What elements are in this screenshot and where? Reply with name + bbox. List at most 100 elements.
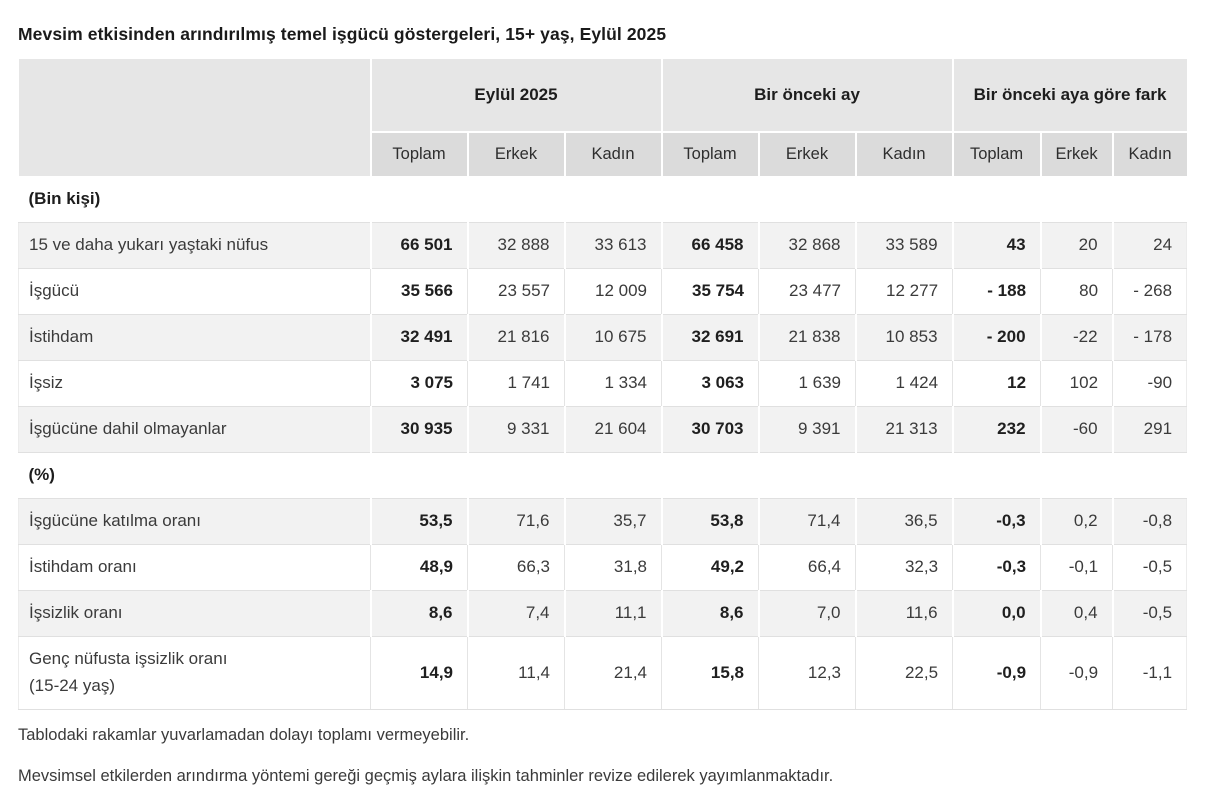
- value-cell: -1,1: [1112, 636, 1188, 710]
- footnotes: Tablodaki rakamlar yuvarlamadan dolayı t…: [18, 724, 1198, 788]
- section-row: (%): [18, 452, 1187, 499]
- value-cell: 80: [1040, 268, 1113, 315]
- value-cell: 21 838: [757, 314, 856, 361]
- table-body: (Bin kişi) 15 ve daha yukarı yaştaki nüfu…: [18, 176, 1188, 710]
- value-cell: - 268: [1112, 268, 1188, 315]
- labor-force-table: Eylül 2025 Bir önceki ay Bir önceki aya …: [18, 59, 1188, 710]
- value-cell: 12,3: [758, 636, 856, 710]
- column-group-row: Eylül 2025 Bir önceki ay Bir önceki aya …: [18, 59, 1187, 176]
- value-cell: 71,6: [466, 498, 565, 545]
- row-label: 15 ve daha yukarı yaştaki nüfus: [18, 222, 371, 269]
- value-cell: 30 703: [660, 406, 759, 453]
- subheader-kadin: Kadın: [1111, 132, 1187, 176]
- value-cell: 71,4: [757, 498, 856, 545]
- row-label: İşsiz: [18, 360, 371, 407]
- table-row: İstihdam oranı 48,9 66,3 31,8 49,2 66,4 32,3 -0…: [18, 544, 1188, 591]
- row-label: İşsizlik oranı: [18, 590, 371, 637]
- column-group-eylul-2025: Eylül 2025: [369, 59, 662, 133]
- row-label: İstihdam: [18, 314, 371, 361]
- value-cell: 32 888: [466, 222, 565, 269]
- value-cell: -0,5: [1112, 544, 1188, 591]
- table-row: İşsiz 3 075 1 741 1 334 3 063 1 639 1 424 12 102…: [18, 360, 1188, 407]
- column-group-onceki-ay: Bir önceki ay: [660, 59, 953, 133]
- subheader-erkek: Erkek: [1039, 132, 1113, 176]
- value-cell: - 178: [1111, 314, 1188, 361]
- page-title: Mevsim etkisinden arındırılmış temel işg…: [18, 24, 667, 44]
- value-cell: 102: [1040, 360, 1113, 407]
- table-row: İşgücüne katılma oranı 53,5 71,6 35,7 53,8 71…: [18, 498, 1188, 545]
- section-row: (Bin kişi): [18, 176, 1187, 223]
- value-cell: 30 935: [369, 406, 468, 453]
- value-cell: 21 604: [563, 406, 662, 453]
- subheader-kadin: Kadın: [854, 132, 953, 176]
- row-label: İstihdam oranı: [18, 544, 371, 591]
- value-cell: -0,3: [951, 498, 1041, 545]
- value-cell: 53,8: [660, 498, 759, 545]
- value-cell: 7,0: [757, 590, 856, 637]
- subheader-toplam: Toplam: [951, 132, 1041, 176]
- value-cell: 10 675: [563, 314, 662, 361]
- value-cell: 36,5: [854, 498, 953, 545]
- value-cell: 31,8: [563, 544, 662, 591]
- value-cell: 48,9: [370, 544, 468, 591]
- value-cell: 11,6: [854, 590, 953, 637]
- value-cell: 1 424: [855, 360, 953, 407]
- value-cell: 1 334: [563, 360, 662, 407]
- subheader-kadin: Kadın: [563, 132, 662, 176]
- value-cell: 20: [1039, 222, 1113, 269]
- value-cell: 32 491: [369, 314, 468, 361]
- value-cell: 24: [1111, 222, 1188, 269]
- value-cell: -0,8: [1111, 498, 1188, 545]
- row-label: İşgücüne katılma oranı: [18, 498, 371, 545]
- value-cell: 23 557: [467, 268, 565, 315]
- value-cell: 232: [951, 406, 1041, 453]
- row-label: İşgücü: [18, 268, 371, 315]
- value-cell: 43: [951, 222, 1041, 269]
- value-cell: 9 391: [757, 406, 856, 453]
- column-group-fark: Bir önceki aya göre fark: [951, 59, 1187, 133]
- value-cell: 1 741: [467, 360, 565, 407]
- value-cell: 14,9: [370, 636, 468, 710]
- value-cell: 15,8: [661, 636, 759, 710]
- subheader-toplam: Toplam: [369, 132, 468, 176]
- value-cell: -60: [1039, 406, 1113, 453]
- value-cell: 8,6: [369, 590, 468, 637]
- value-cell: 22,5: [855, 636, 953, 710]
- value-cell: 23 477: [758, 268, 856, 315]
- value-cell: 32,3: [855, 544, 953, 591]
- table-row: 15 ve daha yukarı yaştaki nüfus 66 501 32 …: [18, 222, 1188, 269]
- row-label: Genç nüfusta işsizlik oranı (15-24 yaş): [18, 636, 371, 710]
- value-cell: 35 566: [370, 268, 468, 315]
- value-cell: 66,4: [758, 544, 856, 591]
- footnote-rounding: Tablodaki rakamlar yuvarlamadan dolayı t…: [18, 725, 470, 744]
- table-row: İşgücüne dahil olmayanlar 30 935 9 331 21 6…: [18, 406, 1188, 453]
- value-cell: 3 063: [661, 360, 759, 407]
- value-cell: 11,4: [467, 636, 565, 710]
- value-cell: 12: [952, 360, 1041, 407]
- value-cell: 12 009: [563, 268, 662, 315]
- subheader-erkek: Erkek: [466, 132, 565, 176]
- value-cell: 3 075: [370, 360, 468, 407]
- value-cell: -0,9: [952, 636, 1041, 710]
- table-row: Genç nüfusta işsizlik oranı (15-24 yaş) 14…: [18, 636, 1188, 710]
- value-cell: 8,6: [660, 590, 759, 637]
- value-cell: 49,2: [661, 544, 759, 591]
- value-cell: 291: [1111, 406, 1188, 453]
- value-cell: 11,1: [563, 590, 662, 637]
- subheader-erkek: Erkek: [757, 132, 856, 176]
- value-cell: - 200: [951, 314, 1041, 361]
- corner-cell: [18, 59, 371, 176]
- value-cell: 1 639: [758, 360, 856, 407]
- value-cell: 35 754: [661, 268, 759, 315]
- value-cell: 12 277: [855, 268, 953, 315]
- value-cell: 7,4: [466, 590, 565, 637]
- section-label: (%): [18, 452, 1187, 499]
- value-cell: 35,7: [563, 498, 662, 545]
- value-cell: -22: [1039, 314, 1113, 361]
- value-cell: 66 458: [660, 222, 759, 269]
- value-cell: - 188: [952, 268, 1041, 315]
- value-cell: 33 613: [563, 222, 662, 269]
- value-cell: 21 313: [854, 406, 953, 453]
- table-row: İstihdam 32 491 21 816 10 675 32 691 21 838 10…: [18, 314, 1188, 361]
